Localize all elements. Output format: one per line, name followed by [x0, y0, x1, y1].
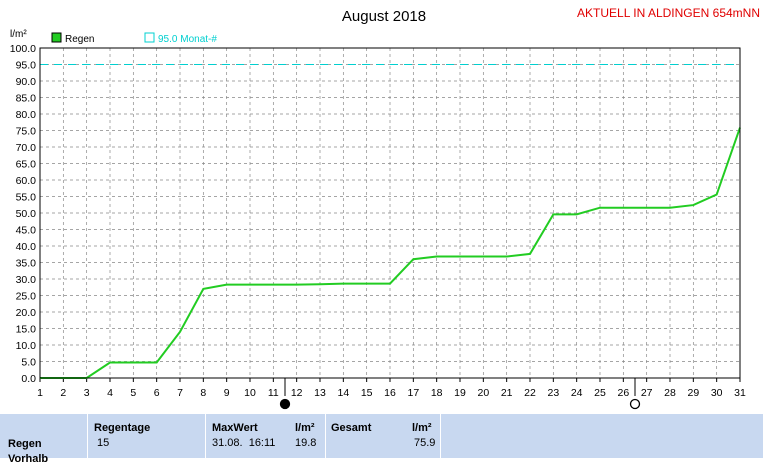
y-tick-label: 75.0 — [16, 126, 37, 138]
y-tick-label: 40.0 — [16, 241, 37, 253]
x-tick-label: 25 — [594, 387, 606, 399]
chart-title: August 2018 — [342, 8, 426, 25]
y-tick-label: 95.0 — [16, 60, 37, 72]
x-tick-label: 3 — [84, 387, 90, 399]
x-tick-label: 22 — [524, 387, 536, 399]
gesamt-value: 75.9 — [414, 437, 436, 449]
y-tick-label: 90.0 — [16, 76, 37, 88]
moon-phase-markers — [279, 378, 641, 410]
x-tick-label: 12 — [291, 387, 303, 399]
x-tick-label: 11 — [268, 387, 279, 399]
summary-divider — [325, 414, 326, 458]
next-row-label: Vorhalb — [8, 453, 49, 465]
summary-divider — [87, 414, 88, 458]
regentage-header: Regentage — [94, 422, 151, 434]
x-tick-label: 1 — [37, 387, 43, 399]
gesamt-header: Gesamt — [331, 422, 372, 434]
y-tick-label: 30.0 — [16, 274, 37, 286]
x-tick-label: 26 — [617, 387, 629, 399]
legend-monthly-label: 95.0 Monat-# — [158, 34, 217, 45]
legend-regen-label: Regen — [65, 34, 94, 45]
series-line-regen — [40, 127, 741, 379]
maxwert-unit: l/m² — [295, 422, 315, 434]
y-tick-label: 25.0 — [16, 291, 37, 303]
x-tick-label: 29 — [687, 387, 699, 399]
x-tick-label: 10 — [244, 387, 256, 399]
regentage-value: 15 — [97, 437, 110, 449]
y-tick-label: 65.0 — [16, 159, 37, 171]
x-tick-label: 5 — [130, 387, 136, 399]
x-tick-label: 20 — [477, 387, 489, 399]
y-tick-label: 20.0 — [16, 307, 37, 319]
x-tick-label: 16 — [384, 387, 396, 399]
y-tick-label: 70.0 — [16, 142, 37, 154]
y-tick-label: 55.0 — [16, 192, 37, 204]
rain-chart: 0.0 5.0 10.0 15.0 20.0 25.0 30.0 35.0 40.0 45.0 50… — [10, 6, 760, 410]
summary-row-label: Regen — [8, 438, 42, 450]
y-tick-label: 10.0 — [16, 340, 37, 352]
gesamt-unit: l/m² — [412, 422, 432, 434]
y-tick-label: 0.0 — [21, 373, 36, 385]
full-moon-icon — [629, 398, 641, 410]
x-tick-label: 8 — [200, 387, 206, 399]
y-axis-unit: l/m² — [10, 29, 27, 40]
x-tick-label: 6 — [154, 387, 160, 399]
summary-divider — [205, 414, 206, 458]
summary-divider — [440, 414, 441, 458]
y-tick-label: 100.0 — [10, 43, 36, 55]
x-tick-label: 23 — [547, 387, 559, 399]
station-label: AKTUELL IN ALDINGEN 654mNN — [577, 6, 760, 20]
x-tick-label: 18 — [431, 387, 443, 399]
x-tick-label: 28 — [664, 387, 676, 399]
maxwert-date: 31.08. 16:11 — [212, 437, 276, 449]
x-tick-label: 7 — [177, 387, 183, 399]
x-tick-label: 21 — [501, 387, 513, 399]
y-tick-label: 50.0 — [16, 208, 37, 220]
y-tick-label: 5.0 — [21, 357, 36, 369]
x-tick-label: 15 — [361, 387, 373, 399]
y-tick-label: 80.0 — [16, 109, 37, 121]
x-tick-labels: 1 2 3 4 5 6 7 8 9 10 11 12 13 14 15 16 17 18 19 20 21 22 23 24 2… — [37, 387, 746, 399]
x-tick-label: 2 — [60, 387, 66, 399]
new-moon-icon — [279, 398, 291, 410]
x-tick-label: 14 — [337, 387, 349, 399]
y-tick-label: 15.0 — [16, 324, 37, 336]
y-tick-label: 85.0 — [16, 93, 37, 105]
right-edge-strip — [763, 0, 772, 458]
y-tick-label: 35.0 — [16, 258, 37, 270]
y-tick-labels: 0.0 5.0 10.0 15.0 20.0 25.0 30.0 35.0 40.0 45.0 50… — [10, 43, 36, 385]
y-tick-label: 60.0 — [16, 175, 37, 187]
x-tick-label: 4 — [107, 387, 113, 399]
x-tick-label: 19 — [454, 387, 466, 399]
maxwert-value: 19.8 — [295, 437, 317, 449]
x-tick-label: 27 — [641, 387, 653, 399]
chart-grid — [39, 47, 741, 382]
x-tick-label: 17 — [407, 387, 419, 399]
plot-border — [39, 47, 741, 379]
x-tick-label: 31 — [734, 387, 746, 399]
x-tick-label: 30 — [711, 387, 723, 399]
x-tick-label: 9 — [224, 387, 230, 399]
legend-regen-swatch — [51, 32, 62, 43]
summary-panel — [0, 414, 763, 458]
x-tick-label: 24 — [571, 387, 583, 399]
legend-monthly-swatch — [144, 32, 155, 43]
x-tick-label: 13 — [314, 387, 326, 399]
maxwert-header: MaxWert — [212, 422, 258, 434]
y-tick-label: 45.0 — [16, 225, 37, 237]
